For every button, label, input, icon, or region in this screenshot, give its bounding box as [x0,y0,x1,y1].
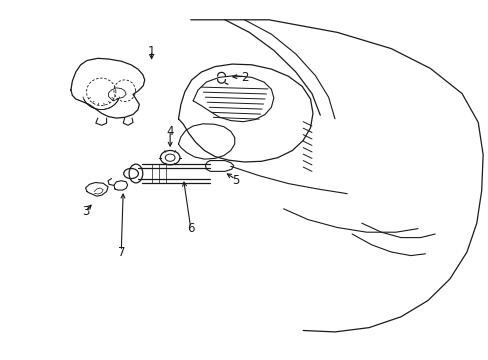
Text: 3: 3 [81,205,89,218]
Text: 7: 7 [117,246,125,258]
Text: 1: 1 [147,45,155,58]
Text: 4: 4 [166,125,174,138]
Text: 6: 6 [186,222,194,235]
Text: 2: 2 [240,71,248,84]
Text: 5: 5 [231,174,239,186]
